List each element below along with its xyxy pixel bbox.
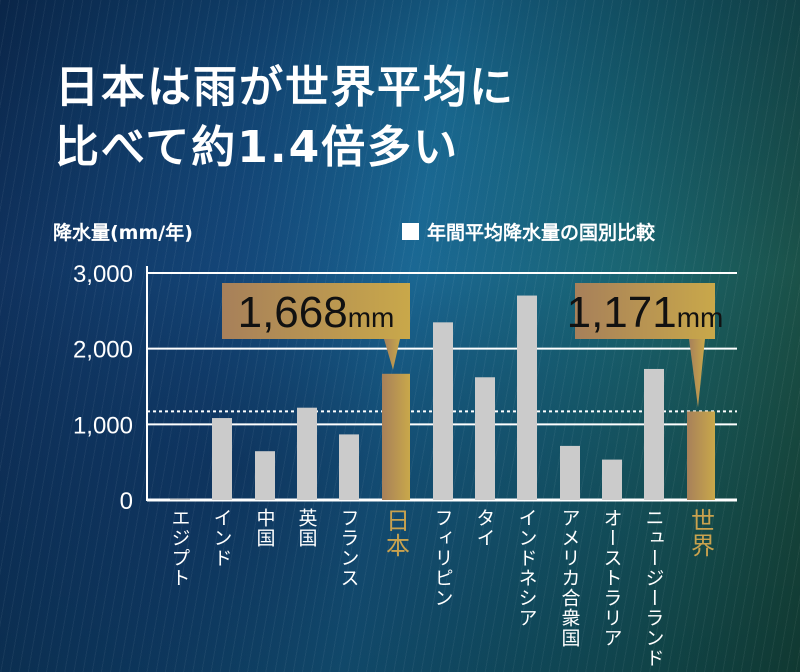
y-axis-label: 降水量(mm/年) [53, 222, 193, 244]
headline-line-1: 日本は雨が世界平均に [55, 62, 515, 113]
y-tick-label: 0 [120, 488, 133, 515]
bar-3 [297, 407, 317, 500]
x-tick-label: 中国 [253, 508, 276, 548]
legend: 年間平均降水量の国別比較 [402, 218, 655, 245]
bar-11 [644, 368, 664, 500]
x-tick-label: ニュージーランド [642, 508, 665, 668]
bar-8 [517, 295, 537, 500]
callout-box [222, 283, 410, 339]
x-tick-label: タイ [473, 508, 496, 548]
x-tick-label: 世界 [686, 508, 715, 558]
bar-0 [170, 498, 190, 500]
x-tick-label: オーストラリア [600, 508, 623, 648]
y-tick-label: 3,000 [73, 261, 133, 288]
bar-1 [212, 418, 232, 500]
bar-5 [382, 373, 410, 500]
callout-value: 1,171 [567, 288, 677, 337]
callout-unit: mm [677, 302, 724, 333]
bar-9 [560, 445, 580, 500]
x-tick-label: エジプト [168, 508, 191, 588]
callout-box [575, 283, 715, 339]
bar-7 [475, 377, 495, 500]
legend-swatch [402, 223, 419, 240]
x-tick-label: アメリカ合衆国 [558, 508, 581, 648]
bar-12 [687, 411, 715, 500]
callout-label: 1,668mm [238, 288, 395, 337]
x-tick-label: 英国 [295, 508, 318, 548]
x-tick-label: 日本 [381, 508, 410, 558]
bar-4 [339, 434, 359, 500]
bar-10 [602, 459, 622, 500]
x-tick-label: インドネシア [515, 508, 538, 628]
x-tick-label: フィリピン [431, 508, 454, 608]
bar-6 [433, 322, 453, 500]
callout-pointer [384, 339, 400, 370]
bar-2 [255, 451, 275, 500]
x-tick-label: フランス [337, 508, 360, 588]
headline: 日本は雨が世界平均に 比べて約1.4倍多い [55, 58, 515, 178]
callout-unit: mm [348, 302, 395, 333]
callout-value: 1,668 [238, 288, 348, 337]
y-tick-label: 2,000 [73, 337, 133, 364]
legend-label: 年間平均降水量の国別比較 [427, 222, 656, 244]
x-tick-label: インド [210, 508, 233, 568]
headline-line-2: 比べて約1.4倍多い [55, 122, 460, 173]
callout-label: 1,171mm [567, 288, 724, 337]
y-tick-label: 1,000 [73, 412, 133, 439]
callout-pointer [689, 339, 705, 408]
